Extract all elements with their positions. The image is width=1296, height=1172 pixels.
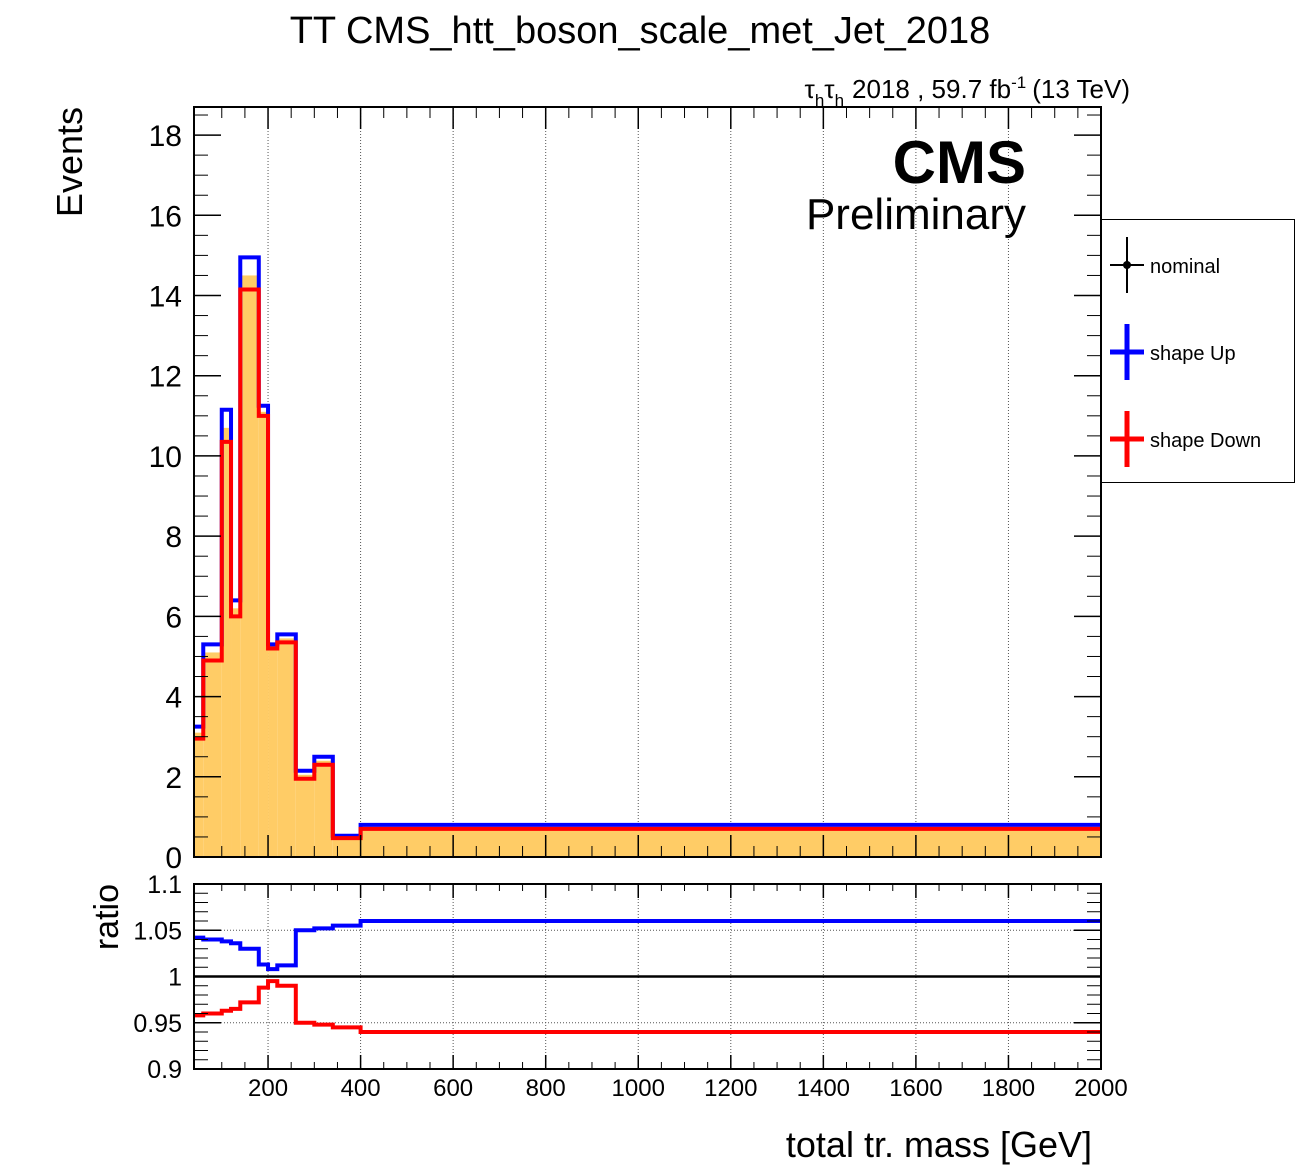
ratio-xtick-label: 1600 — [889, 1075, 942, 1102]
legend-label-shape-down: shape Down — [1150, 430, 1262, 452]
legend-entry-shape-up: shape Up — [1102, 322, 1296, 382]
ratio-shape-up-line — [194, 919, 1101, 972]
shape-up-marker-icon — [1110, 324, 1144, 380]
legend-label-shape-up: shape Up — [1150, 343, 1236, 365]
main-ytick-label: 2 — [165, 762, 182, 795]
lumi-tau-2: τ — [824, 74, 835, 104]
ratio-ytick-label: 1 — [168, 964, 182, 992]
main-ytick-label: 6 — [165, 601, 182, 634]
main-ytick-label: 8 — [165, 521, 182, 554]
ratio-xtick-label: 400 — [341, 1075, 381, 1102]
shape-down-line — [194, 287, 1101, 841]
legend-entry-nominal: nominal — [1102, 235, 1296, 295]
main-ytick-labels: 0 2 4 6 8 10 12 14 16 18 — [149, 120, 182, 875]
main-ytick-label: 14 — [149, 281, 182, 314]
legend-label-nominal: nominal — [1150, 256, 1221, 278]
main-ytick-label: 16 — [149, 200, 182, 233]
nominal-bar — [221, 427, 232, 857]
ratio-shape-down-line — [194, 979, 1101, 1034]
ratio-xtick-label: 600 — [433, 1075, 473, 1102]
nominal-bar — [203, 652, 222, 857]
ratio-xtick-labels: 200 400 600 800 1000 1200 1400 1600 1800 2000 — [248, 1075, 1128, 1102]
lumi-exp: -1 — [1011, 73, 1026, 92]
ratio-ytick-label: 1.1 — [147, 871, 182, 899]
ratio-xtick-label: 200 — [248, 1075, 288, 1102]
main-lines — [194, 255, 1101, 841]
main-ytick-label: 10 — [149, 441, 182, 474]
lumi-energy: (13 TeV) — [1032, 74, 1130, 104]
ratio-ytick-labels: 0.9 0.95 1 1.05 1.1 — [133, 871, 182, 1084]
nominal-bar — [277, 638, 296, 857]
ratio-ytick-label: 0.9 — [147, 1056, 182, 1084]
main-fill — [194, 275, 1102, 857]
lumi-sub-2: h — [835, 91, 844, 110]
legend-entry-shape-down: shape Down — [1102, 409, 1296, 469]
chart-title: TT CMS_htt_boson_scale_met_Jet_2018 — [290, 10, 991, 52]
main-plot: 0 2 4 6 8 10 12 14 16 18 — [149, 106, 1102, 875]
ratio-xtick-label: 800 — [526, 1075, 566, 1102]
ratio-xtick-label: 1200 — [704, 1075, 757, 1102]
nominal-bar — [268, 642, 278, 857]
preliminary-label: Preliminary — [806, 190, 1026, 239]
ratio-ylabel: ratio — [88, 884, 126, 950]
main-ytick-label: 12 — [149, 361, 182, 394]
nominal-bar — [258, 411, 269, 857]
nominal-bar — [332, 836, 361, 857]
main-ytick-label: 0 — [165, 842, 182, 875]
ratio-ytick-label: 0.95 — [133, 1010, 182, 1038]
ratio-xtick-label: 1800 — [982, 1075, 1035, 1102]
cms-label: CMS — [893, 129, 1026, 196]
nominal-bar — [295, 774, 315, 857]
ratio-xtick-label: 1000 — [612, 1075, 665, 1102]
main-ytick-label: 18 — [149, 120, 182, 153]
ratio-lines — [194, 919, 1101, 1034]
main-ticks — [194, 107, 1102, 858]
lumi-tau-1: τ — [805, 74, 816, 104]
ratio-xlabel: total tr. mass [GeV] — [786, 1124, 1092, 1165]
lumi-label: τhτh 2018 , 59.7 fb-1 (13 TeV) — [805, 73, 1130, 110]
nominal-bar — [194, 732, 204, 857]
nominal-bar — [240, 275, 259, 857]
ratio-xtick-label: 1400 — [797, 1075, 850, 1102]
lumi-year: 2018 , 59.7 fb — [852, 74, 1011, 104]
main-ytick-label: 4 — [165, 682, 182, 715]
ratio-ticks — [194, 883, 1102, 1070]
legend: nominal shape Up shape Down — [1101, 219, 1295, 483]
ratio-plot: 0.9 0.95 1 1.05 1.1 200 400 600 800 1000 1200 1400… — [133, 871, 1127, 1102]
ratio-ytick-label: 1.05 — [133, 917, 182, 945]
main-ylabel: Events — [49, 107, 90, 217]
ratio-xtick-label: 2000 — [1074, 1075, 1127, 1102]
nominal-bar — [231, 608, 241, 857]
shape-down-marker-icon — [1110, 411, 1144, 467]
nominal-marker-icon — [1110, 237, 1144, 293]
lumi-sub-1: h — [815, 91, 824, 110]
nominal-bar — [314, 760, 333, 857]
